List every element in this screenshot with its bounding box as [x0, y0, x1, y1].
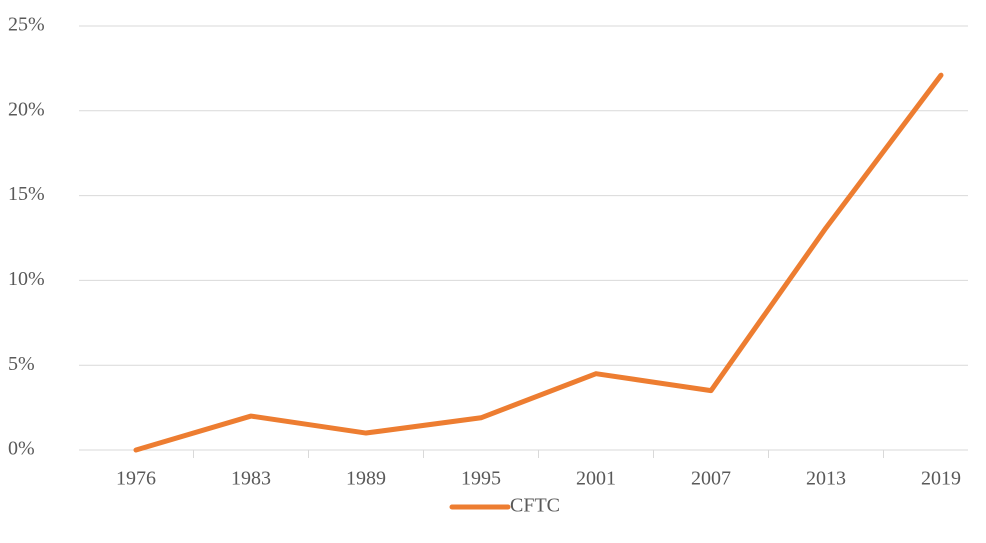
x-tick-label: 1983	[231, 468, 271, 490]
y-tick-label: 10%	[8, 268, 45, 290]
data-line	[133, 72, 944, 453]
x-tick-label: 2001	[576, 468, 616, 490]
y-tick-label: 5%	[8, 353, 35, 375]
x-tick-label: 1989	[346, 468, 386, 490]
x-tick-label: 1976	[116, 468, 156, 490]
x-tick-label: 2013	[806, 468, 846, 490]
legend-label: CFTC	[510, 495, 560, 517]
y-tick-label: 15%	[8, 183, 45, 205]
x-tick-label: 2019	[921, 468, 961, 490]
x-tick-label: 1995	[461, 468, 501, 490]
y-tick-label: 25%	[8, 14, 45, 36]
y-tick-label: 20%	[8, 98, 45, 120]
y-tick-label: 0%	[8, 438, 35, 460]
x-tick-label: 2007	[691, 468, 731, 490]
